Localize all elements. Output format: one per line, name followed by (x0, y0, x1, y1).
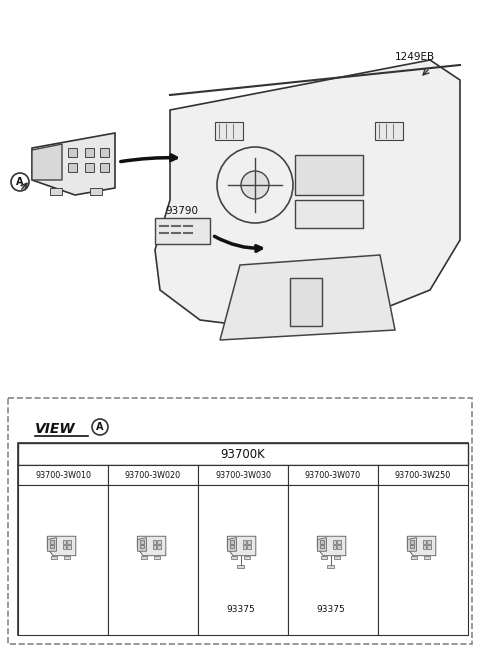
FancyBboxPatch shape (8, 398, 472, 644)
Bar (68, 163, 77, 172)
Polygon shape (155, 60, 460, 330)
Bar (140, 540, 144, 544)
Bar (242, 540, 246, 544)
Bar (290, 278, 322, 326)
Polygon shape (228, 537, 237, 551)
Polygon shape (137, 536, 166, 556)
Text: 93700-3W020: 93700-3W020 (125, 470, 181, 480)
Bar (62, 540, 66, 544)
Bar (247, 545, 251, 549)
Text: 93700-3W030: 93700-3W030 (215, 470, 271, 480)
Bar (337, 545, 341, 549)
Bar (322, 556, 327, 560)
Text: 93700K: 93700K (221, 447, 265, 461)
Polygon shape (408, 537, 417, 551)
Bar (422, 540, 426, 544)
Bar (333, 545, 336, 549)
Bar (320, 540, 324, 544)
Text: 93375: 93375 (227, 605, 255, 614)
Bar (67, 545, 71, 549)
Text: A: A (16, 177, 24, 187)
Polygon shape (137, 537, 146, 551)
Bar (422, 545, 426, 549)
Bar (242, 545, 246, 549)
Bar (64, 556, 70, 560)
Text: 93700-3W010: 93700-3W010 (35, 470, 91, 480)
Bar (100, 163, 109, 172)
Bar (427, 545, 431, 549)
Bar (334, 556, 340, 560)
Bar (157, 545, 161, 549)
Bar (378, 485, 468, 635)
Polygon shape (408, 536, 436, 556)
Text: A: A (96, 422, 104, 432)
Bar (153, 545, 156, 549)
Bar (198, 465, 288, 485)
Bar (244, 556, 250, 560)
Bar (155, 218, 210, 244)
Bar (295, 200, 363, 228)
Polygon shape (317, 537, 326, 551)
Bar (50, 540, 54, 544)
Bar (142, 556, 147, 560)
Polygon shape (32, 133, 115, 195)
Bar (288, 485, 378, 635)
Bar (50, 188, 62, 195)
Bar (333, 540, 336, 544)
Bar (410, 544, 414, 548)
Bar (153, 540, 156, 544)
Text: 93375: 93375 (317, 605, 346, 614)
Polygon shape (228, 536, 256, 556)
Bar (85, 148, 94, 157)
Text: VIEW: VIEW (35, 422, 76, 436)
Bar (230, 540, 234, 544)
Bar (51, 556, 58, 560)
Bar (157, 540, 161, 544)
Text: 1249EB: 1249EB (395, 52, 435, 62)
Bar (231, 556, 238, 560)
Bar (427, 540, 431, 544)
Bar (18, 443, 468, 635)
Bar (230, 544, 234, 548)
Bar (68, 148, 77, 157)
Bar (108, 465, 198, 485)
Bar (378, 465, 468, 485)
Bar (18, 465, 108, 485)
Bar (62, 545, 66, 549)
Bar (215, 122, 243, 140)
Bar (320, 544, 324, 548)
Bar (327, 565, 335, 568)
Text: 93700-3W250: 93700-3W250 (395, 470, 451, 480)
Bar (108, 485, 198, 635)
Polygon shape (220, 255, 395, 340)
Circle shape (241, 171, 269, 199)
Bar (247, 540, 251, 544)
Polygon shape (317, 536, 346, 556)
Bar (288, 465, 378, 485)
Bar (50, 544, 54, 548)
Polygon shape (32, 144, 62, 180)
Text: 93700-3W070: 93700-3W070 (305, 470, 361, 480)
Bar (100, 148, 109, 157)
Bar (295, 155, 363, 195)
Bar (90, 188, 102, 195)
Bar (410, 540, 414, 544)
Bar (18, 485, 108, 635)
Bar (67, 540, 71, 544)
Bar (337, 540, 341, 544)
Bar (411, 556, 418, 560)
Bar (18, 443, 468, 465)
Bar (85, 163, 94, 172)
Bar (198, 485, 288, 635)
Text: 93790: 93790 (165, 206, 198, 216)
Bar (424, 556, 430, 560)
Polygon shape (48, 537, 57, 551)
Bar (154, 556, 160, 560)
Bar (140, 544, 144, 548)
Bar (237, 565, 244, 568)
Polygon shape (48, 536, 76, 556)
Bar (375, 122, 403, 140)
